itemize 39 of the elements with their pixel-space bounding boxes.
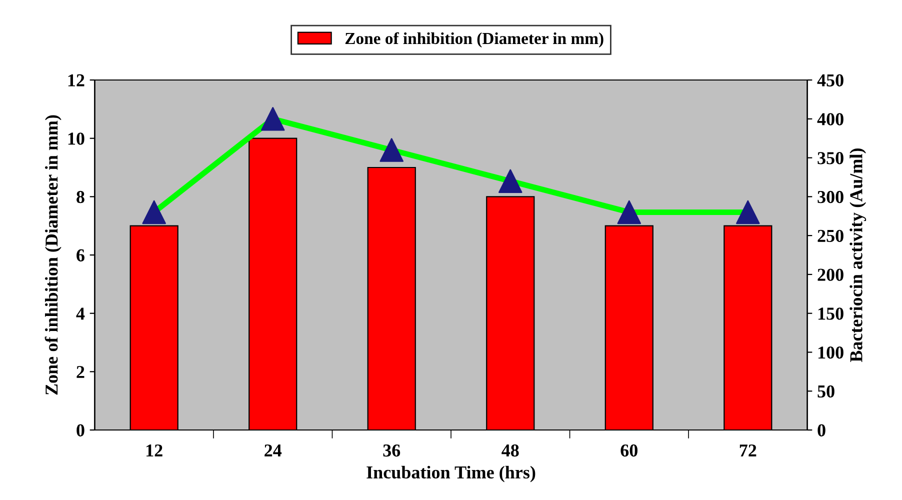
y2-tick-label: 200	[818, 268, 844, 281]
point	[498, 169, 522, 194]
y-tick-label: 10	[68, 132, 84, 145]
bar	[130, 225, 178, 430]
x-tick-label: 72	[740, 444, 756, 456]
y2-tick-label: 350	[818, 152, 844, 164]
bar	[604, 225, 654, 430]
y-axis-title: Zone of inhibition (Diameter in mm)	[44, 115, 62, 395]
x-tick-label: 36	[383, 444, 400, 457]
x-tick-label: 24	[264, 444, 282, 456]
y-tick-label: 6	[76, 249, 84, 262]
x-tick-label: 48	[502, 444, 519, 457]
y-tick-label: 12	[68, 74, 84, 86]
y2-tick-label: 100	[818, 346, 844, 359]
x-tick-label: 12	[146, 444, 162, 456]
legend-label: Zone of inhibition (Diameter in mm)	[345, 32, 604, 48]
point	[142, 200, 166, 224]
point	[260, 106, 285, 131]
y2-tick-label: 250	[818, 230, 844, 242]
y-tick-label: 0	[76, 424, 84, 436]
x-tick-label: 60	[620, 444, 638, 457]
y-tick-label: 8	[76, 190, 84, 204]
y2-tick-label: 300	[818, 190, 844, 204]
y2-axis-title: Bacteriocin activity (Au/ml)	[850, 148, 866, 362]
y-tick-label: 4	[76, 308, 85, 320]
x-axis-title: Incubation Time (hrs)	[366, 466, 536, 482]
bar	[486, 196, 535, 430]
y-tick-label: 2	[76, 366, 84, 378]
y2-tick-label: 150	[818, 308, 844, 320]
y2-tick-label: 0	[818, 424, 826, 436]
bar	[724, 225, 772, 430]
bar	[248, 138, 298, 430]
bar	[367, 166, 416, 430]
y2-tick-label: 50	[818, 385, 834, 398]
point	[380, 138, 404, 162]
point	[736, 200, 760, 224]
point	[617, 200, 642, 224]
y2-tick-label: 400	[817, 113, 844, 126]
y2-tick-label: 450	[817, 74, 844, 86]
